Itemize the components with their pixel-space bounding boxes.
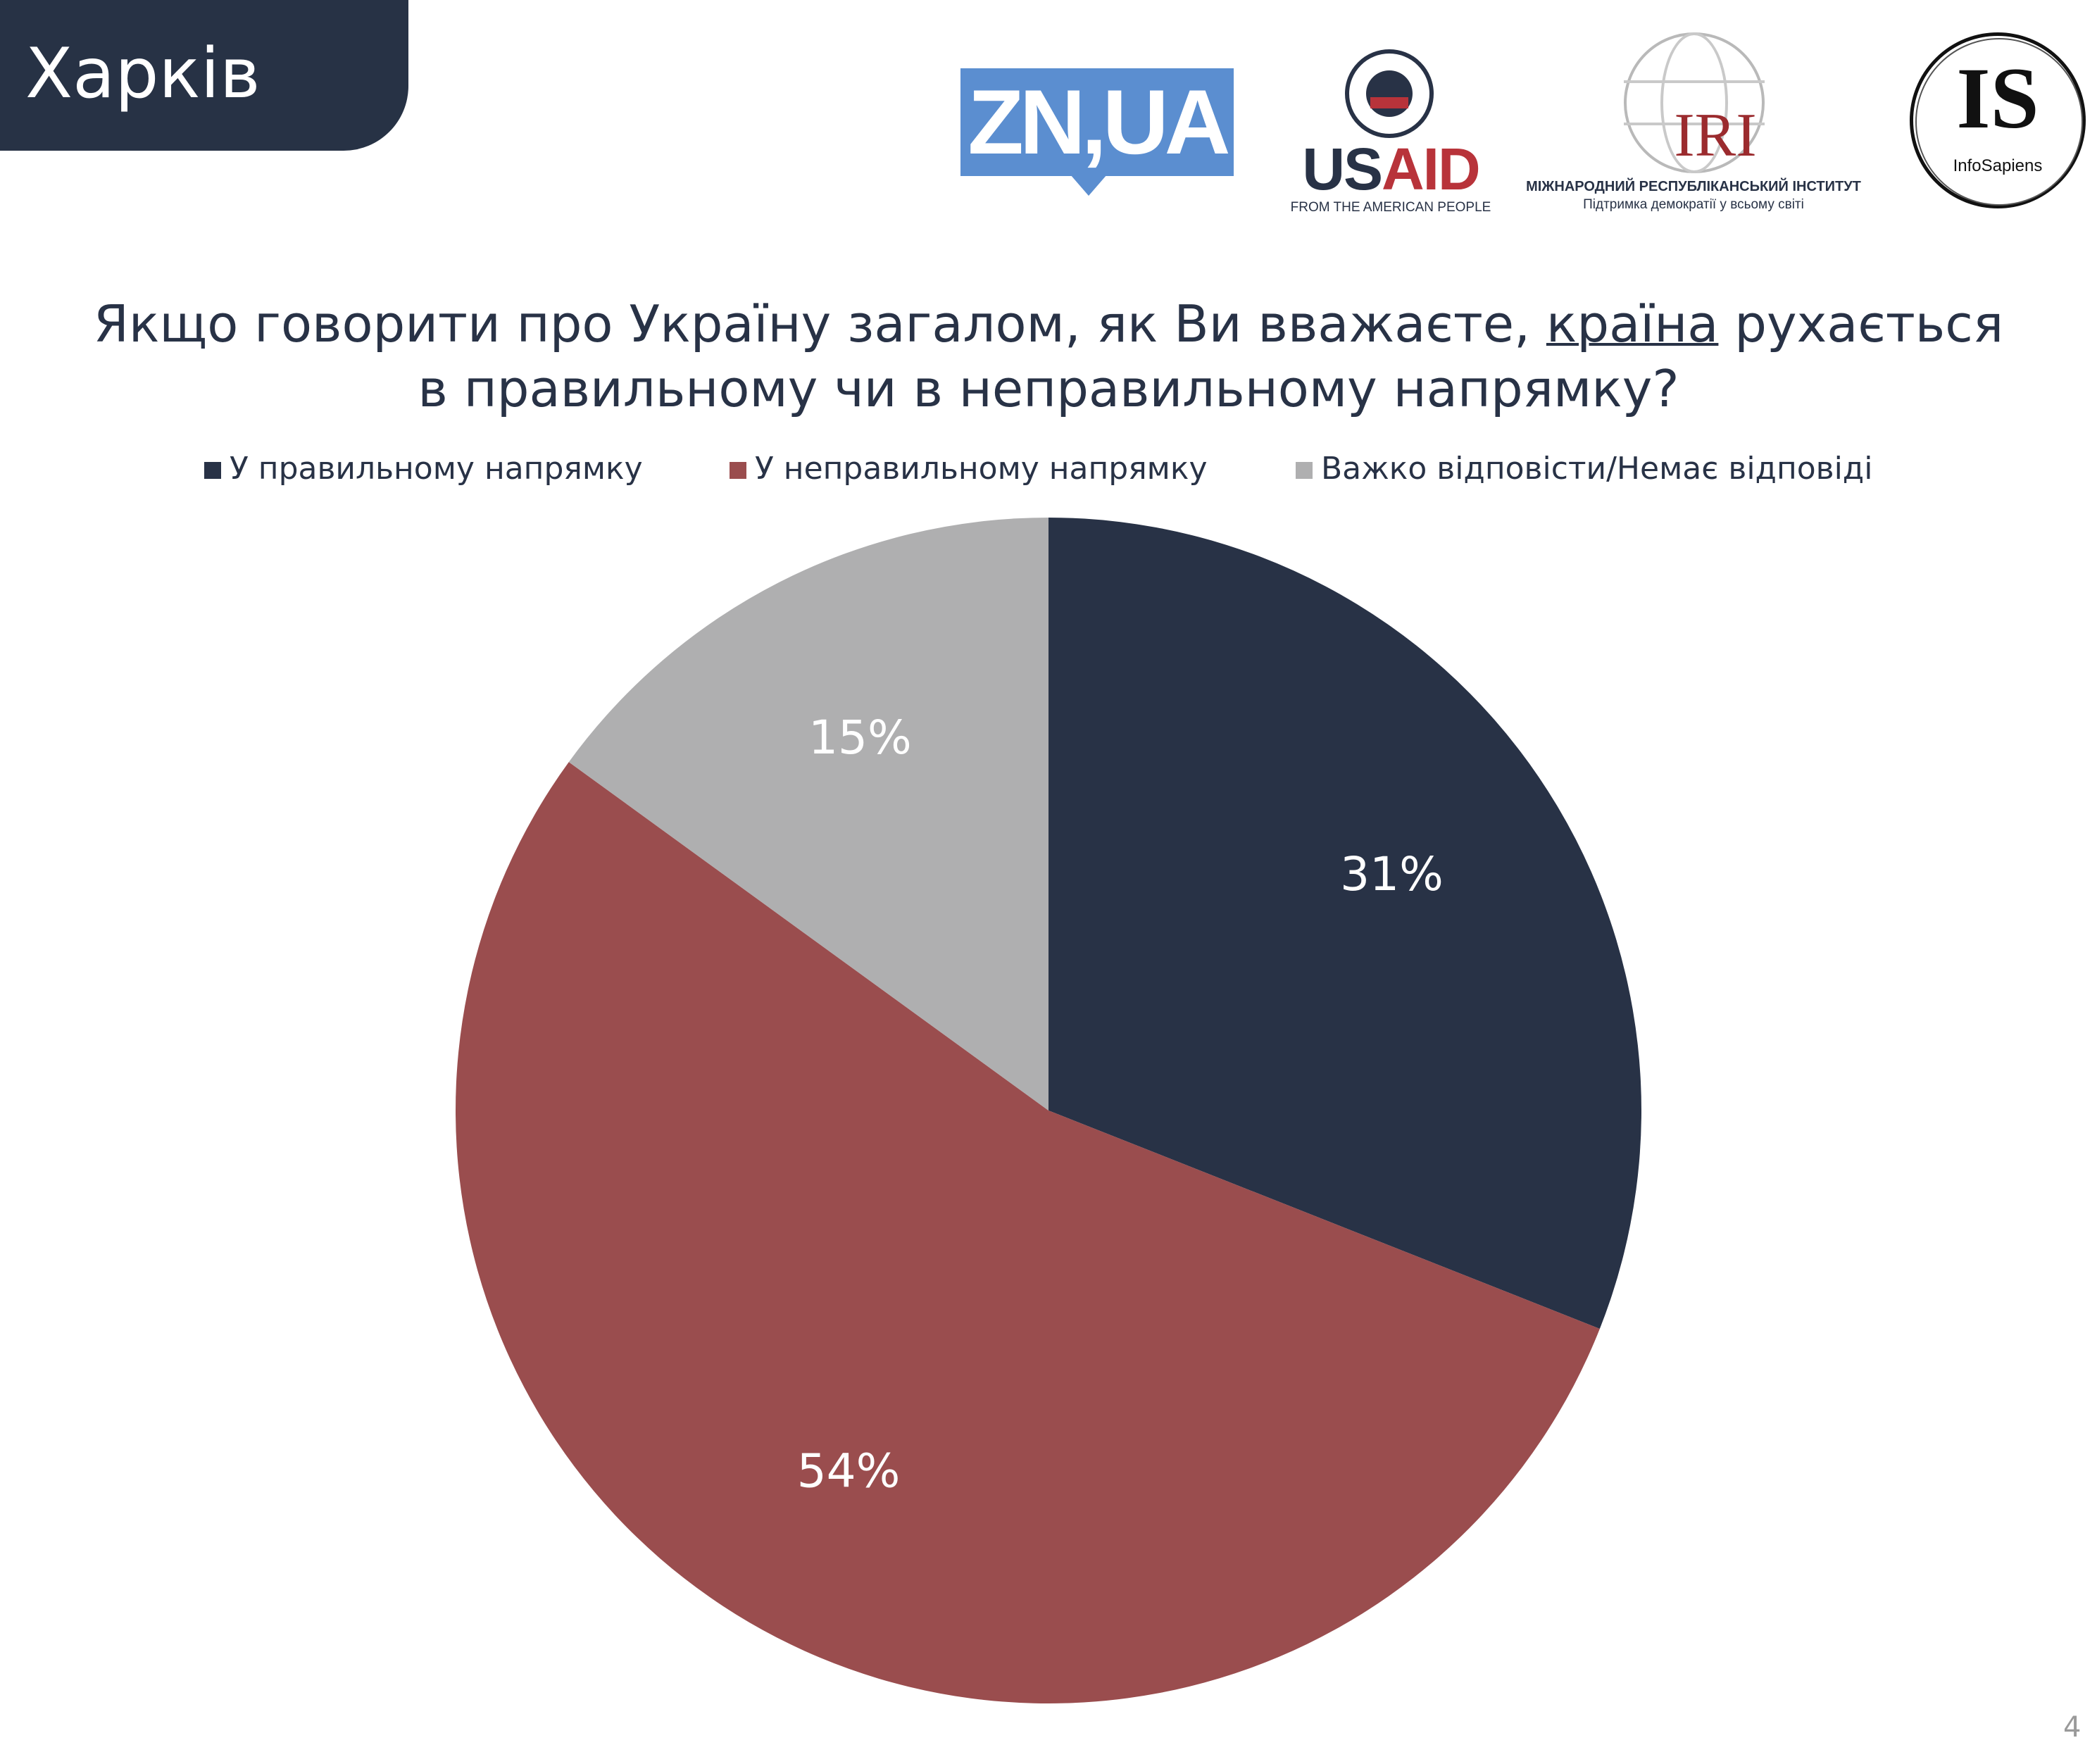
chart-legend: У правильному напрямку У неправильному н… (0, 448, 2097, 490)
infosapiens-circle-icon (1910, 32, 2086, 208)
legend-label-wrong-direction: У неправильному напрямку (755, 451, 1208, 487)
legend-label-right-direction: У правильному напрямку (230, 451, 643, 487)
usaid-tagline: FROM THE AMERICAN PEOPLE (1290, 200, 1491, 215)
infosapiens-tagline: InfoSapiens (1953, 156, 2043, 175)
region-tab: Харків (0, 0, 408, 151)
pie-slice-wrong-direction (456, 762, 1600, 1703)
sponsor-logos: ZN,UA USAID FROM THE AMERICAN PEOPLE IRI… (0, 0, 2097, 232)
legend-swatch-right-direction (204, 462, 221, 479)
pie-slice-right-direction (1048, 518, 1641, 1329)
zn-ua-logo-text: ZN,UA (968, 70, 1230, 173)
globe-icon (1624, 32, 1765, 173)
chart-title-line-1: Якщо говорити про Україну загалом, як Ви… (93, 294, 2004, 354)
pie-slice-hard-to-say (568, 518, 1048, 1111)
pie-label-hard-to-say: 15% (808, 711, 912, 765)
iri-subtagline: Підтримка демократії у всьому світі (1583, 197, 1804, 212)
chart-title-underlined-word: країна (1546, 294, 1719, 354)
page-number: 4 (2063, 1711, 2082, 1744)
usaid-logo-text-us: US (1302, 136, 1383, 202)
legend-label-hard-to-say: Важко відповісти/Немає відповіді (1321, 451, 1873, 487)
region-label: Харків (25, 34, 261, 114)
pie-label-right-direction: 31% (1340, 847, 1444, 901)
legend-swatch-wrong-direction (730, 462, 746, 479)
iri-tagline: МІЖНАРОДНИЙ РЕСПУБЛІКАНСЬКИЙ ІНСТИТУТ (1526, 179, 1861, 194)
usaid-seal-icon (1345, 49, 1434, 138)
infosapiens-logo-text: IS (1956, 50, 2039, 146)
chart-title: Якщо говорити про Україну загалом, як Ви… (42, 292, 2055, 421)
chart-title-line-2: в правильному чи в неправильному напрямк… (418, 359, 1679, 418)
pie-label-wrong-direction: 54% (797, 1444, 901, 1499)
legend-swatch-hard-to-say (1296, 462, 1313, 479)
iri-logo-text: IRI (1674, 101, 1757, 170)
usaid-logo-text-aid: AID (1382, 136, 1481, 202)
